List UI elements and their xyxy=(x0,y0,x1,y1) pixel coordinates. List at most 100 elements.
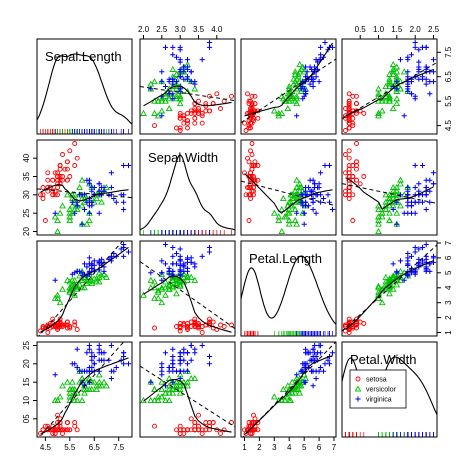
setosa-point xyxy=(354,177,359,183)
versicolor-point xyxy=(275,216,283,224)
virginica-point xyxy=(405,262,411,268)
panel-plot-area xyxy=(241,255,336,336)
virginica-point xyxy=(405,88,411,94)
setosa-point xyxy=(64,319,70,325)
versicolor-point xyxy=(59,202,66,209)
setosa-point xyxy=(188,324,194,329)
setosa-point xyxy=(177,328,183,334)
tick-label: 0.5 xyxy=(355,25,367,34)
virginica-point xyxy=(294,210,300,216)
panel-plot-area xyxy=(342,141,437,235)
virginica-point xyxy=(303,192,309,198)
panel-plot-area xyxy=(37,53,132,134)
virginica-point xyxy=(81,261,88,267)
versicolor-point xyxy=(279,194,287,202)
versicolor-point xyxy=(393,209,401,216)
versicolor-point xyxy=(93,275,101,282)
setosa-point xyxy=(248,125,253,131)
versicolor-point xyxy=(64,191,71,198)
virginica-point xyxy=(419,76,426,82)
setosa-point xyxy=(252,93,258,99)
virginica-point xyxy=(177,74,183,80)
versicolor-point xyxy=(165,281,173,288)
setosa-point xyxy=(64,159,70,165)
panel-plot-area xyxy=(140,154,235,235)
setosa-point xyxy=(346,181,352,187)
virginica-point xyxy=(401,113,407,119)
setosa-point xyxy=(207,93,212,99)
setosa-point xyxy=(248,148,253,154)
virginica-point xyxy=(170,96,176,102)
virginica-point xyxy=(416,188,422,194)
versicolor-point xyxy=(78,202,86,209)
versicolor-point xyxy=(386,209,393,216)
setosa-point xyxy=(40,427,46,433)
scatter-panel-r3-c2 xyxy=(139,240,236,337)
virginica-point xyxy=(394,221,400,227)
virginica-point xyxy=(177,273,183,279)
versicolor-point xyxy=(287,396,295,404)
virginica-point xyxy=(412,44,418,50)
lowess-smoother xyxy=(40,184,129,202)
panel-frame xyxy=(240,38,337,135)
versicolor-point xyxy=(285,209,293,216)
virginica-point xyxy=(304,361,310,367)
versicolor-point xyxy=(378,299,386,306)
versicolor-point xyxy=(285,220,293,227)
virginica-point xyxy=(52,277,58,283)
virginica-point xyxy=(408,79,415,85)
setosa-point xyxy=(199,113,205,119)
setosa-point xyxy=(177,325,183,331)
setosa-point xyxy=(192,120,198,126)
virginica-point xyxy=(170,244,176,251)
versicolor-point xyxy=(281,396,289,404)
virginica-point xyxy=(177,57,183,63)
virginica-point xyxy=(84,264,90,270)
setosa-point xyxy=(40,324,46,329)
panel-plot-area xyxy=(140,241,235,335)
versicolor-point xyxy=(176,385,184,393)
virginica-point xyxy=(170,44,176,50)
virginica-point xyxy=(173,54,180,60)
virginica-point xyxy=(159,364,165,371)
virginica-point xyxy=(184,66,191,72)
versicolor-point xyxy=(59,285,66,292)
setosa-point xyxy=(346,103,352,109)
virginica-point xyxy=(206,44,213,50)
virginica-point xyxy=(162,44,169,50)
setosa-point xyxy=(346,316,352,322)
panel-frame xyxy=(36,240,133,337)
virginica-point xyxy=(303,203,309,209)
versicolor-point xyxy=(291,68,299,75)
versicolor-point xyxy=(378,97,386,104)
virginica-point xyxy=(419,162,426,169)
setosa-point xyxy=(67,325,73,331)
setosa-point xyxy=(248,108,253,114)
virginica-point xyxy=(419,244,426,251)
tick-label: 2 xyxy=(444,315,453,320)
versicolor-point xyxy=(71,282,79,289)
virginica-point xyxy=(423,44,429,50)
virginica-point xyxy=(329,206,336,213)
panel-frame xyxy=(240,139,337,236)
virginica-point xyxy=(89,353,95,360)
versicolor-point xyxy=(375,216,382,224)
versicolor-point xyxy=(393,187,401,194)
virginica-point xyxy=(316,368,322,374)
versicolor-point xyxy=(397,180,404,187)
versicolor-point xyxy=(68,202,76,209)
versicolor-point xyxy=(169,284,177,291)
virginica-point xyxy=(423,264,429,270)
setosa-point xyxy=(248,192,253,198)
virginica-point xyxy=(121,361,127,367)
setosa-point xyxy=(45,177,51,183)
virginica-point xyxy=(77,268,83,274)
bottom-axis-petal-length: 1 2 3 4 5 6 7 xyxy=(242,437,337,452)
virginica-point xyxy=(96,181,102,187)
setosa-point xyxy=(185,120,190,126)
tick-label: 2.5 xyxy=(156,25,168,34)
regression-line xyxy=(140,365,235,428)
panel-frame xyxy=(341,38,438,135)
setosa-point xyxy=(243,128,249,133)
